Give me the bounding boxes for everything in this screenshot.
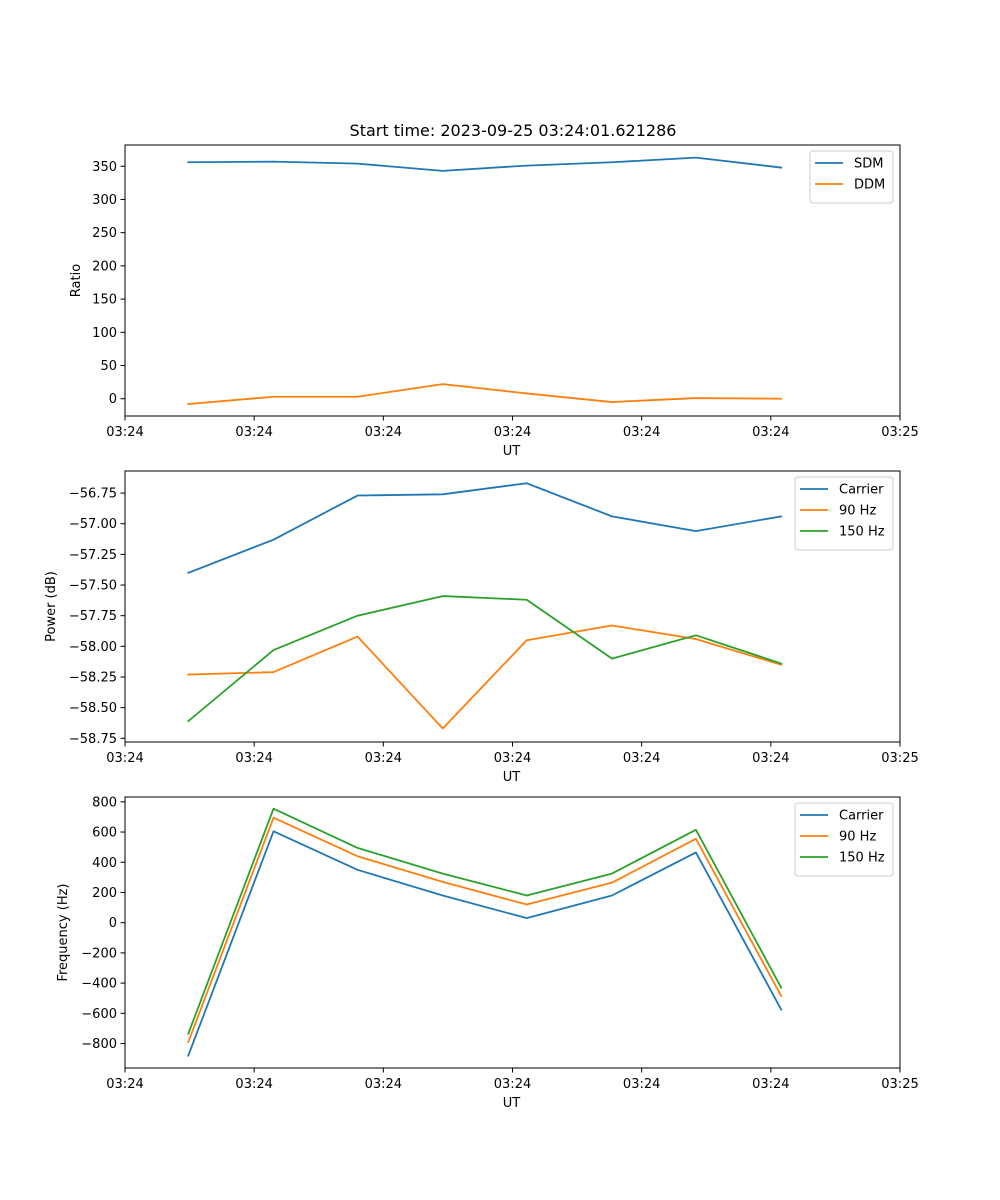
x-tick-label: 03:24 [494, 425, 531, 440]
charts-container: 03:24 03:24 03:24 03:24 03:24 03:24 03:25 0 50 10… [44, 144, 919, 1111]
y-tick-label: −400 [81, 977, 117, 992]
y-tick-label: 200 [92, 259, 117, 274]
legend: Carrier 90 Hz 150 Hz [794, 802, 894, 877]
legend-entry: 150 Hz [839, 851, 885, 866]
x-tick-label: 03:24 [106, 751, 143, 766]
y-tick-label: −600 [81, 1007, 117, 1022]
series-line-90-hz [187, 816, 783, 1044]
chart-1: 03:24 03:24 03:24 03:24 03:24 03:24 03:25 0 50 10… [69, 144, 919, 459]
y-tick-label: −56.75 [69, 487, 117, 502]
x-tick-label: 03:24 [752, 1077, 789, 1092]
y-tick-label: 350 [92, 160, 117, 175]
y-tick-label: −58.75 [69, 732, 117, 747]
x-axis-label: UT [503, 444, 521, 459]
x-tick-label: 03:25 [881, 425, 918, 440]
y-tick-label: 0 [109, 916, 117, 931]
x-tick-label: 03:24 [494, 1077, 531, 1092]
legend-entry: 150 Hz [839, 525, 885, 540]
series-line-90-hz [187, 624, 783, 730]
series-line-ddm [187, 383, 783, 406]
y-tick-label: −57.50 [69, 579, 117, 594]
y-tick-label: 800 [92, 795, 117, 810]
legend-entry: 90 Hz [839, 830, 876, 845]
y-tick-label: 150 [92, 293, 117, 308]
y-tick-label: −57.00 [69, 517, 117, 532]
y-tick-label: 300 [92, 193, 117, 208]
y-tick-label: −800 [81, 1037, 117, 1052]
x-tick-label: 03:24 [235, 425, 272, 440]
legend: Carrier 90 Hz 150 Hz [794, 476, 894, 551]
x-tick-label: 03:24 [365, 1077, 402, 1092]
y-tick-label: 0 [109, 392, 117, 407]
y-tick-label: 600 [92, 826, 117, 841]
x-tick-label: 03:24 [623, 425, 660, 440]
y-axis-label: Frequency (Hz) [56, 883, 71, 981]
y-tick-label: −58.00 [69, 640, 117, 655]
x-axis-label: UT [503, 1096, 521, 1111]
series-line-150-hz [187, 595, 783, 723]
series-line-carrier [187, 830, 783, 1057]
y-tick-label: −58.50 [69, 701, 117, 716]
chart-3: 03:24 03:24 03:24 03:24 03:24 03:24 03:25 −800 −… [56, 795, 919, 1111]
legend-box [809, 150, 894, 204]
series-line-150-hz [187, 807, 783, 1035]
x-tick-label: 03:24 [752, 751, 789, 766]
y-tick-label: 200 [92, 886, 117, 901]
x-tick-label: 03:24 [365, 751, 402, 766]
y-tick-label: 250 [92, 226, 117, 241]
x-tick-label: 03:24 [235, 1077, 272, 1092]
legend-entry: 90 Hz [839, 504, 876, 519]
y-axis-label: Power (dB) [44, 571, 59, 642]
x-tick-label: 03:24 [106, 425, 143, 440]
x-tick-label: 03:24 [106, 1077, 143, 1092]
legend-entry: Carrier [839, 483, 884, 498]
x-tick-label: 03:24 [235, 751, 272, 766]
y-tick-label: −58.25 [69, 671, 117, 686]
legend-entry: SDM [854, 157, 883, 172]
y-tick-label: 50 [100, 359, 117, 374]
x-tick-label: 03:24 [494, 751, 531, 766]
x-tick-label: 03:24 [623, 751, 660, 766]
y-tick-label: −57.25 [69, 548, 117, 563]
y-tick-label: −57.75 [69, 609, 117, 624]
series-line-carrier [187, 482, 783, 574]
x-axis-label: UT [503, 770, 521, 785]
figure-title: Start time: 2023-09-25 03:24:01.621286 [350, 121, 677, 140]
legend-entry: Carrier [839, 809, 884, 824]
y-tick-label: 100 [92, 326, 117, 341]
x-tick-label: 03:24 [623, 1077, 660, 1092]
y-tick-label: 400 [92, 856, 117, 871]
chart-2: 03:24 03:24 03:24 03:24 03:24 03:24 03:25 −58.7… [44, 470, 919, 785]
series-line-sdm [187, 156, 783, 172]
y-axis-label: Ratio [69, 264, 84, 297]
x-tick-label: 03:24 [365, 425, 402, 440]
legend: SDM DDM [809, 150, 894, 204]
x-tick-label: 03:25 [881, 751, 918, 766]
y-tick-label: −200 [81, 946, 117, 961]
legend-entry: DDM [854, 178, 885, 193]
x-tick-label: 03:24 [752, 425, 789, 440]
x-tick-label: 03:25 [881, 1077, 918, 1092]
